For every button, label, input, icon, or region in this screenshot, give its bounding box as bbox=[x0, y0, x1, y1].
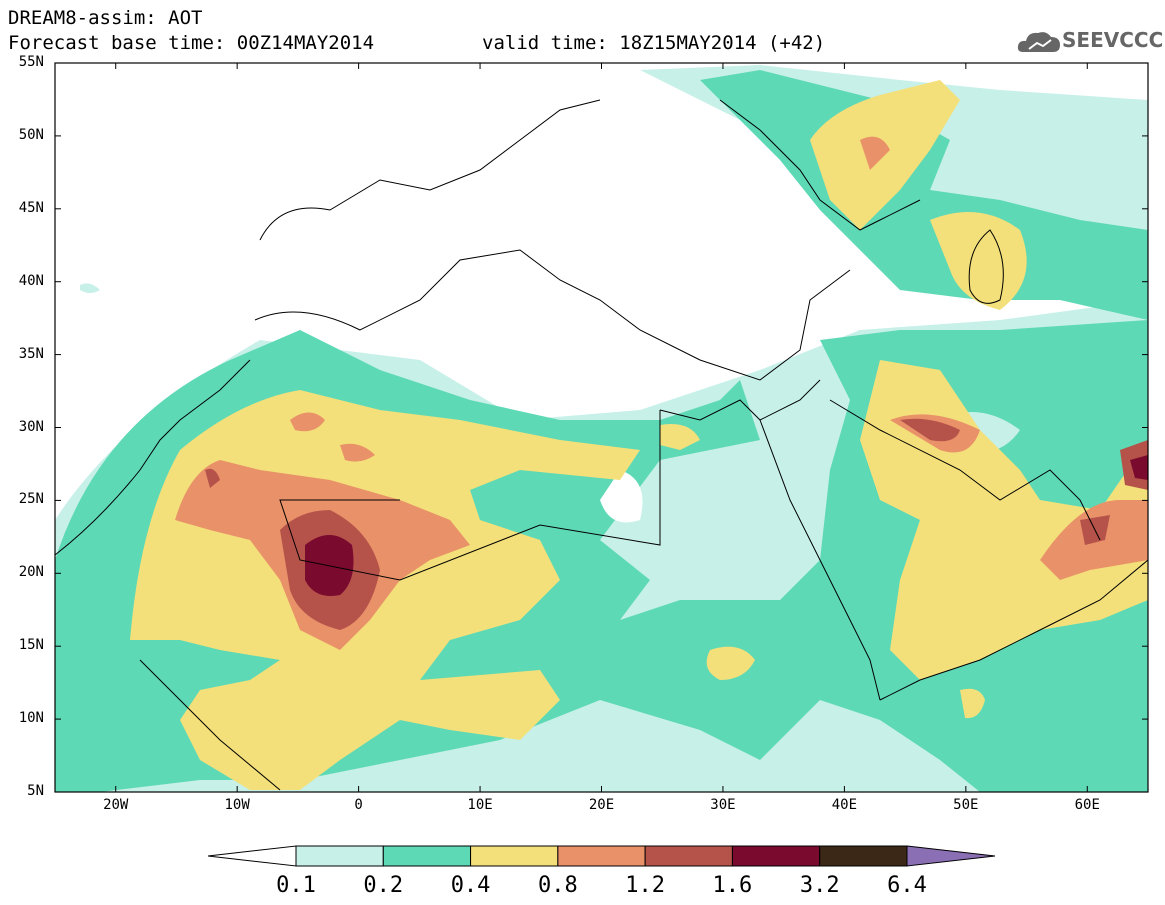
lat-label: 55N bbox=[18, 54, 44, 70]
colorbar-label: 0.1 bbox=[276, 873, 316, 898]
colorbar-segment bbox=[906, 845, 996, 867]
lat-label: 10N bbox=[18, 710, 44, 727]
lon-label: 0 bbox=[354, 797, 363, 813]
lon-label: 20E bbox=[588, 797, 615, 813]
lon-label: 10W bbox=[224, 797, 250, 813]
lat-label: 45N bbox=[18, 199, 44, 216]
colorbar-segment bbox=[731, 845, 821, 867]
lat-label: 20N bbox=[18, 564, 44, 581]
lon-label: 60E bbox=[1074, 797, 1100, 813]
colorbar-label: 3.2 bbox=[799, 873, 840, 898]
colorbar-segment bbox=[382, 845, 472, 867]
valid-time: valid time: 18Z15MAY2014 (+42) bbox=[482, 32, 826, 54]
lon-label: 30E bbox=[710, 797, 736, 813]
lat-label: 40N bbox=[18, 272, 44, 289]
colorbar-segment bbox=[207, 845, 297, 867]
lon-label: 50E bbox=[953, 797, 979, 813]
colorbar-segment bbox=[295, 845, 384, 867]
forecast-base-time: Forecast base time: 00Z14MAY2014 bbox=[8, 32, 375, 54]
lon-label: 20W bbox=[103, 797, 129, 813]
lat-label: 50N bbox=[18, 126, 44, 143]
colorbar-segment bbox=[819, 845, 908, 867]
lat-label: 25N bbox=[18, 491, 44, 508]
colorbar-segment bbox=[557, 845, 646, 867]
lat-label: 30N bbox=[18, 418, 44, 435]
lat-label: 5N bbox=[27, 783, 44, 799]
lon-label: 10E bbox=[467, 797, 493, 813]
colorbar-segment bbox=[470, 845, 559, 867]
coastlines bbox=[55, 99, 1148, 791]
colorbar-label: 1.2 bbox=[625, 873, 666, 898]
colorbar-label: 0.4 bbox=[450, 873, 491, 898]
lat-label: 35N bbox=[18, 345, 44, 362]
map-title: DREAM8-assim: AOT bbox=[8, 7, 203, 29]
lon-label: 40E bbox=[831, 797, 858, 813]
colorbar-label: 6.4 bbox=[887, 873, 927, 898]
colorbar-label: 0.8 bbox=[537, 873, 578, 898]
colorbar-segment bbox=[644, 845, 733, 867]
colorbar bbox=[207, 845, 996, 867]
colorbar-label: 0.2 bbox=[363, 873, 404, 898]
lat-label: 15N bbox=[18, 637, 44, 654]
cloud-icon bbox=[1017, 32, 1060, 52]
colorbar-label: 1.6 bbox=[712, 873, 753, 898]
seevccc-logo: SEEVCCC bbox=[1062, 28, 1164, 52]
